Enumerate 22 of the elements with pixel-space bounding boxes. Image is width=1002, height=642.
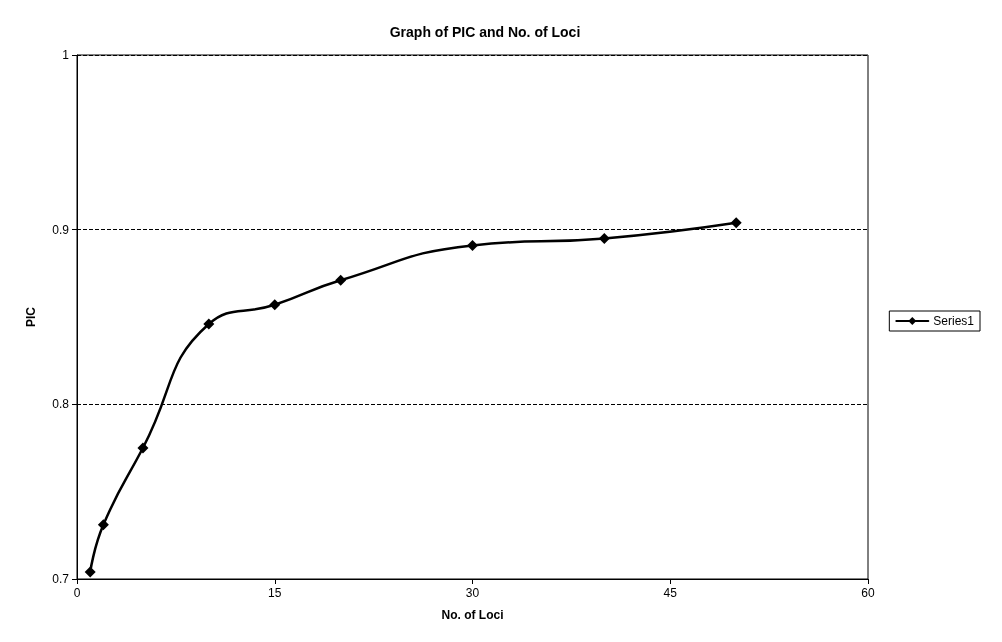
point	[203, 318, 215, 330]
x-tick-label: 0	[73, 586, 81, 600]
x-axis-title: No. of Loci	[441, 608, 504, 622]
x-tick-label: 15	[268, 586, 282, 600]
point	[84, 566, 96, 578]
y-tick-label: 1	[62, 48, 70, 62]
x-tick-label: 30	[465, 586, 480, 600]
point	[598, 232, 610, 244]
point	[269, 299, 281, 311]
y-tick-label: 0.7	[52, 572, 70, 586]
point	[335, 274, 347, 286]
y-tick-label: 0.9	[52, 222, 70, 237]
x-tick-label: 45	[663, 586, 678, 600]
chart-title: Graph of PIC and No. of Loci	[389, 24, 581, 40]
x-tick-label: 60	[861, 586, 875, 600]
point	[97, 519, 109, 531]
point	[137, 442, 149, 454]
y-axis-title: PIC	[24, 306, 38, 328]
legend-label: Series1	[933, 314, 975, 328]
point	[467, 239, 478, 251]
point	[730, 217, 742, 229]
y-tick-label: 0.8	[52, 397, 70, 412]
